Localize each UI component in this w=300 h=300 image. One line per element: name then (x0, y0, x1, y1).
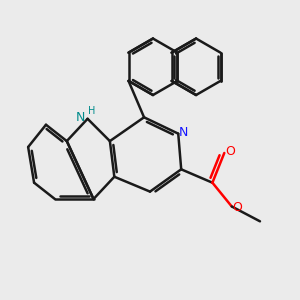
Text: H: H (88, 106, 95, 116)
Text: O: O (225, 145, 235, 158)
Text: N: N (179, 126, 188, 139)
Text: N: N (76, 111, 85, 124)
Text: O: O (233, 202, 243, 214)
